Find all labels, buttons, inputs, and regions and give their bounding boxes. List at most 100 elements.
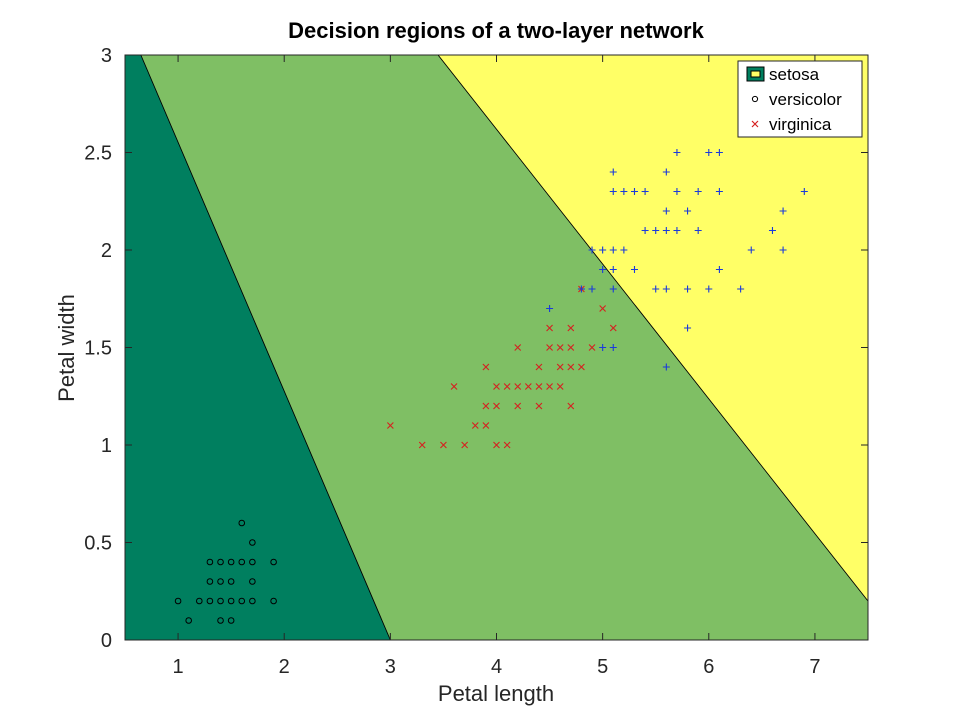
point-versicolor-11 bbox=[493, 383, 500, 390]
point-virginica-20 bbox=[652, 227, 660, 234]
point-virginica-0 bbox=[546, 305, 554, 312]
point-virginica-3 bbox=[588, 246, 596, 254]
point-versicolor-34 bbox=[599, 305, 607, 312]
point-versicolor-31 bbox=[578, 363, 585, 371]
point-virginica-31 bbox=[684, 207, 692, 215]
legend-virginica-marker bbox=[751, 120, 759, 128]
point-setosa-16 bbox=[238, 519, 246, 527]
point-virginica-10 bbox=[609, 246, 617, 254]
y-tick-label-5: 2.5 bbox=[84, 143, 112, 165]
point-virginica-14 bbox=[620, 188, 628, 195]
point-virginica-24 bbox=[662, 207, 670, 215]
point-versicolor-16 bbox=[514, 344, 522, 351]
point-virginica-5 bbox=[599, 266, 607, 273]
point-versicolor-7 bbox=[482, 402, 490, 410]
point-versicolor-3 bbox=[450, 383, 458, 390]
point-setosa-22 bbox=[270, 558, 277, 566]
point-versicolor-8 bbox=[482, 363, 490, 371]
y-tick-label-4: 2 bbox=[101, 240, 112, 262]
point-virginica-32 bbox=[694, 227, 702, 234]
point-versicolor-5 bbox=[471, 422, 479, 429]
point-setosa-11 bbox=[227, 597, 235, 605]
point-setosa-9 bbox=[217, 558, 224, 566]
legend-label-virginica: virginica bbox=[769, 115, 832, 134]
point-versicolor-17 bbox=[524, 383, 532, 390]
y-axis-label: Petal width bbox=[54, 294, 79, 402]
point-virginica-35 bbox=[705, 149, 713, 156]
x-tick-label-0: 1 bbox=[173, 656, 184, 678]
point-versicolor-24 bbox=[556, 383, 564, 390]
point-virginica-27 bbox=[673, 188, 681, 195]
point-virginica-22 bbox=[662, 285, 670, 293]
point-virginica-23 bbox=[662, 227, 670, 234]
legend: setosa versicolor virginica bbox=[737, 60, 863, 138]
point-setosa-0 bbox=[174, 597, 182, 605]
point-versicolor-18 bbox=[535, 402, 543, 410]
point-setosa-12 bbox=[227, 578, 235, 585]
point-setosa-15 bbox=[238, 558, 246, 566]
point-versicolor-20 bbox=[535, 363, 543, 371]
point-virginica-16 bbox=[630, 188, 638, 195]
data-points bbox=[174, 149, 808, 624]
legend-versicolor-marker bbox=[751, 95, 759, 103]
point-versicolor-28 bbox=[567, 363, 575, 371]
point-setosa-1 bbox=[185, 617, 192, 624]
point-setosa-19 bbox=[249, 558, 256, 566]
point-virginica-1 bbox=[577, 285, 585, 293]
y-tick-label-6: 3 bbox=[101, 45, 112, 67]
point-setosa-3 bbox=[206, 597, 214, 605]
x-tick-label-2: 3 bbox=[385, 656, 396, 678]
point-versicolor-25 bbox=[556, 363, 564, 371]
legend-setosa-patch-inner bbox=[750, 70, 761, 78]
point-virginica-28 bbox=[673, 149, 681, 156]
point-versicolor-30 bbox=[567, 324, 575, 332]
x-tick-label-1: 2 bbox=[279, 656, 290, 678]
point-setosa-4 bbox=[206, 578, 214, 585]
point-versicolor-6 bbox=[482, 422, 490, 429]
point-virginica-6 bbox=[599, 246, 607, 254]
point-virginica-25 bbox=[662, 168, 670, 176]
point-virginica-11 bbox=[609, 188, 617, 195]
point-virginica-37 bbox=[715, 188, 723, 195]
point-virginica-43 bbox=[779, 207, 787, 215]
point-virginica-34 bbox=[705, 285, 713, 293]
point-setosa-17 bbox=[249, 597, 256, 605]
point-versicolor-14 bbox=[514, 402, 522, 410]
point-virginica-38 bbox=[715, 149, 723, 156]
point-virginica-7 bbox=[609, 344, 617, 351]
point-versicolor-27 bbox=[567, 402, 575, 410]
point-virginica-9 bbox=[609, 266, 617, 273]
point-virginica-2 bbox=[588, 285, 596, 293]
point-virginica-18 bbox=[641, 188, 649, 195]
point-virginica-17 bbox=[641, 227, 649, 234]
point-setosa-8 bbox=[217, 578, 224, 585]
point-virginica-30 bbox=[684, 285, 692, 293]
point-versicolor-0 bbox=[386, 422, 394, 429]
point-versicolor-22 bbox=[546, 344, 553, 351]
point-versicolor-23 bbox=[546, 324, 553, 332]
point-versicolor-29 bbox=[567, 344, 575, 351]
point-virginica-40 bbox=[747, 246, 755, 254]
point-setosa-10 bbox=[227, 617, 235, 624]
point-versicolor-33 bbox=[588, 344, 596, 351]
point-versicolor-19 bbox=[535, 383, 543, 390]
legend-label-setosa: setosa bbox=[769, 65, 820, 84]
point-virginica-13 bbox=[620, 246, 628, 254]
point-virginica-19 bbox=[652, 285, 660, 293]
x-tick-label-3: 4 bbox=[491, 656, 502, 678]
point-setosa-21 bbox=[270, 597, 277, 605]
point-versicolor-35 bbox=[609, 324, 617, 332]
point-setosa-13 bbox=[227, 558, 235, 566]
point-virginica-12 bbox=[609, 168, 617, 176]
x-tick-label-6: 7 bbox=[809, 656, 820, 678]
y-tick-label-0: 0 bbox=[101, 630, 112, 652]
point-virginica-15 bbox=[630, 266, 638, 273]
point-virginica-26 bbox=[673, 227, 681, 234]
point-virginica-33 bbox=[694, 188, 702, 195]
point-virginica-36 bbox=[715, 266, 723, 273]
decision-regions bbox=[124, 54, 869, 641]
x-axis-label: Petal length bbox=[438, 681, 554, 706]
point-virginica-29 bbox=[684, 324, 692, 332]
legend-label-versicolor: versicolor bbox=[769, 90, 842, 109]
